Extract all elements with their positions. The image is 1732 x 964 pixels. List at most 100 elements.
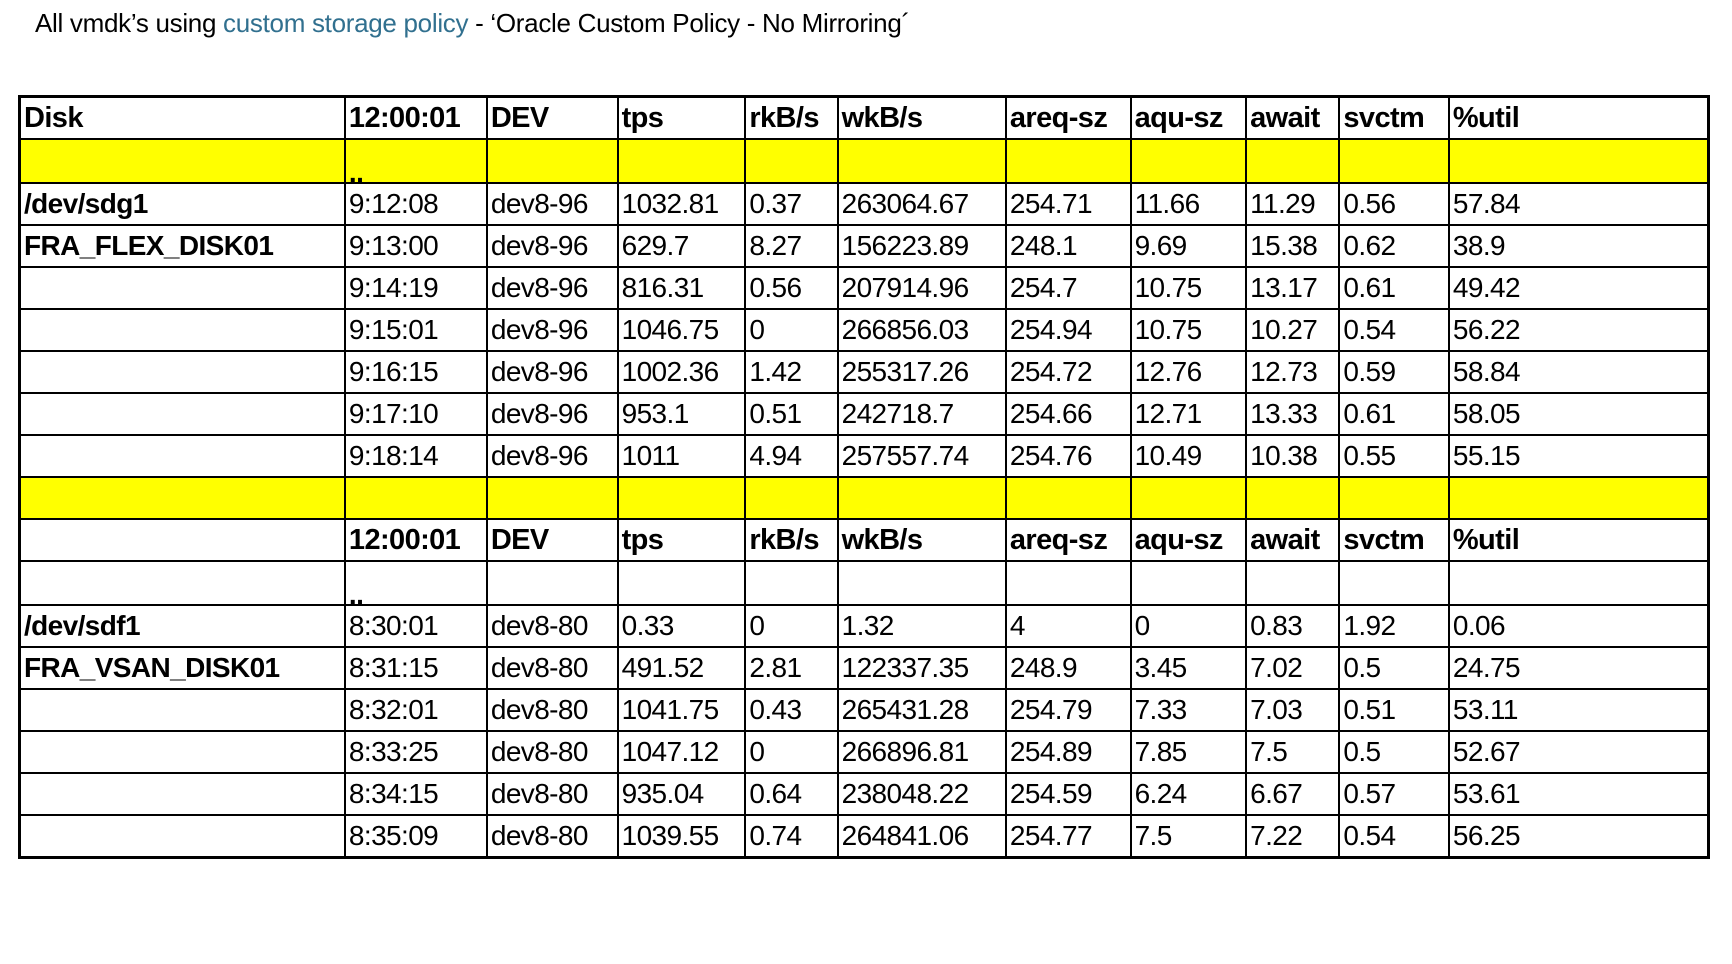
table-cell [18,138,346,184]
table-cell [616,560,747,606]
table-cell: 254.76 [1004,434,1132,478]
table-cell: 8:33:25 [343,730,488,774]
table-cell: 0 [744,604,839,648]
table-cell: 238048.22 [836,772,1007,816]
header-cell: areq-sz [1004,518,1132,562]
disk-stats-table-body: Disk 12:00:01 DEV tps rkB/s wkB/s areq-sz aqu-s… [18,95,1710,859]
table-cell [1245,560,1341,606]
table-cell: 254.59 [1004,772,1132,816]
table-cell: 266896.81 [836,730,1007,774]
header-row: Disk 12:00:01 DEV tps rkB/s wkB/s areq-sz aqu-s… [18,95,1710,140]
table-cell: 255317.26 [836,350,1007,394]
table-cell: 56.25 [1447,814,1710,859]
table-cell: 9:14:19 [343,266,488,310]
header-cell: wkB/s [836,518,1007,562]
table-cell: 6.67 [1245,772,1341,816]
table-cell: 8:30:01 [343,604,488,648]
table-cell: 9:17:10 [343,392,488,436]
table-cell: 248.9 [1004,646,1132,690]
table-cell [1245,476,1341,520]
table-cell: 0.61 [1338,266,1450,310]
table-cell: dev8-96 [485,392,619,436]
table-cell: dev8-80 [485,646,619,690]
table-cell: 254.79 [1004,688,1132,732]
table-row: 9:15:01 dev8-96 1046.75 0 266856.03 254.94 10.… [18,308,1710,352]
dots-row: .. [18,560,1710,606]
table-cell [1338,138,1450,184]
table-cell: 7.5 [1129,814,1248,859]
table-cell: 0.61 [1338,392,1450,436]
separator-row [18,476,1710,520]
header-cell: %util [1447,518,1710,562]
table-cell: 0.51 [744,392,839,436]
table-cell [616,138,747,184]
table-cell: 4 [1004,604,1132,648]
header-cell: aqu-sz [1129,95,1248,140]
table-cell: dev8-80 [485,772,619,816]
table-cell: dev8-80 [485,814,619,859]
table-cell [1129,560,1248,606]
table-cell: dev8-96 [485,350,619,394]
header-cell: rkB/s [744,95,839,140]
table-cell: 1039.55 [616,814,747,859]
table-cell [1129,138,1248,184]
table-cell: 2.81 [744,646,839,690]
table-cell [1447,138,1710,184]
table-cell: 156223.89 [836,224,1007,268]
table-cell [485,560,619,606]
header-cell: %util [1447,95,1710,140]
table-cell: 53.61 [1447,772,1710,816]
table-cell: 0.57 [1338,772,1450,816]
table-cell [18,434,346,478]
table-cell: 12.71 [1129,392,1248,436]
table-cell: 58.84 [1447,350,1710,394]
table-cell: dev8-80 [485,604,619,648]
table-cell: 0.56 [744,266,839,310]
table-cell: dev8-96 [485,224,619,268]
table-cell: 0.59 [1338,350,1450,394]
table-cell [18,350,346,394]
table-cell [836,560,1007,606]
table-cell: 49.42 [1447,266,1710,310]
table-cell [1004,476,1132,520]
table-cell: 24.75 [1447,646,1710,690]
table-cell: 8.27 [744,224,839,268]
table-cell [1004,560,1132,606]
table-cell: 265431.28 [836,688,1007,732]
table-cell: 8:31:15 [343,646,488,690]
table-cell: 10.49 [1129,434,1248,478]
table-cell [744,560,839,606]
table-cell: 3.45 [1129,646,1248,690]
table-row: 9:18:14 dev8-96 1011 4.94 257557.74 254.76 10.… [18,434,1710,478]
header-cell: areq-sz [1004,95,1132,140]
table-cell: 15.38 [1245,224,1341,268]
table-cell: 57.84 [1447,182,1710,226]
table-cell: 254.71 [1004,182,1132,226]
table-cell: 266856.03 [836,308,1007,352]
table-row: 9:17:10 dev8-96 953.1 0.51 242718.7 254.66 12.… [18,392,1710,436]
table-cell: 38.9 [1447,224,1710,268]
table-cell [18,772,346,816]
table-cell: 9:12:08 [343,182,488,226]
table-cell: 254.7 [1004,266,1132,310]
table-cell [18,392,346,436]
table-cell: 9:15:01 [343,308,488,352]
table-cell [616,476,747,520]
header-cell: await [1245,518,1341,562]
table-cell: 13.17 [1245,266,1341,310]
table-cell [18,730,346,774]
table-cell: 263064.67 [836,182,1007,226]
table-cell: 10.75 [1129,308,1248,352]
table-cell [1338,560,1450,606]
header-cell: Disk [18,95,346,140]
header-cell: rkB/s [744,518,839,562]
table-cell: 0.64 [744,772,839,816]
table-cell [18,814,346,859]
page-title: All vmdk’s using custom storage policy -… [35,8,910,39]
table-cell: 12.76 [1129,350,1248,394]
table-cell: 254.89 [1004,730,1132,774]
table-row: 8:32:01 dev8-80 1041.75 0.43 265431.28 254.79… [18,688,1710,732]
custom-storage-policy-link[interactable]: custom storage policy [223,8,469,38]
table-row: 8:33:25 dev8-80 1047.12 0 266896.81 254.89 7.8… [18,730,1710,774]
table-cell: 0.54 [1338,308,1450,352]
